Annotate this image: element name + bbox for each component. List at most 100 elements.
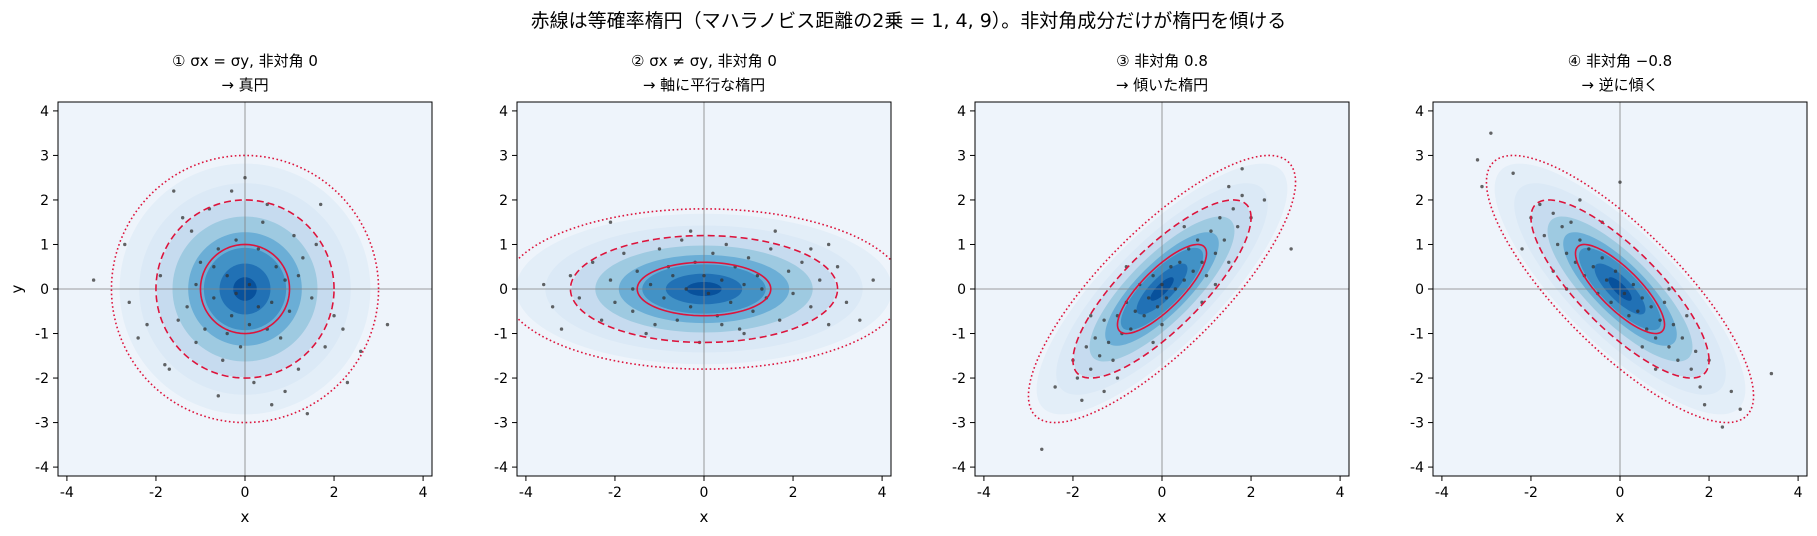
scatter-point — [234, 291, 238, 296]
scatter-point — [1564, 251, 1569, 256]
scatter-point — [1622, 291, 1627, 296]
scatter-point — [359, 349, 363, 354]
x-tick-label: -2 — [1524, 485, 1538, 501]
scatter-point — [599, 318, 604, 322]
scatter-point — [318, 202, 323, 207]
scatter-point — [657, 247, 662, 251]
x-tick-label: -4 — [60, 485, 74, 501]
scatter-point — [1693, 349, 1698, 354]
scatter-point — [296, 273, 301, 278]
scatter-point — [1520, 247, 1524, 251]
x-axis-label: x — [700, 508, 709, 526]
scatter-point — [684, 287, 688, 291]
scatter-point — [1560, 224, 1564, 229]
scatter-point — [809, 247, 813, 251]
scatter-point — [631, 309, 635, 313]
scatter-point — [1658, 318, 1662, 322]
scatter-point — [702, 273, 706, 278]
scatter-point — [1578, 238, 1582, 242]
scatter-point — [1111, 358, 1115, 362]
scatter-point — [1475, 158, 1480, 162]
subplot-title-line2: → 真円 — [221, 76, 268, 94]
scatter-point — [296, 367, 301, 371]
scatter-point — [1102, 318, 1106, 322]
scatter-point — [145, 322, 149, 327]
scatter-point — [1609, 300, 1613, 305]
scatter-point — [590, 260, 595, 264]
scatter-point — [1151, 273, 1155, 278]
scatter-point — [1702, 403, 1707, 407]
scatter-point — [1089, 367, 1093, 371]
subplot-3: -4 -2 0 2 4 -4 -3 -2 -1 0 1 2 3 4 x ③ 非対角 0.8 → 傾いた楕円 — [952, 52, 1350, 526]
y-tick-label: -3 — [35, 416, 49, 432]
scatter-point — [341, 327, 345, 331]
scatter-point — [1591, 265, 1595, 269]
subplot-title-line2: → 逆に傾く — [1581, 76, 1658, 94]
scatter-point — [559, 327, 564, 331]
scatter-point — [1129, 327, 1133, 331]
scatter-point — [1227, 260, 1231, 264]
contour-m2-1 — [199, 243, 291, 335]
scatter-point — [648, 282, 653, 287]
scatter-point — [252, 380, 256, 385]
scatter-point — [225, 273, 229, 278]
y-tick-label: -4 — [494, 460, 508, 476]
y-tick-label: -2 — [952, 371, 966, 387]
scatter-point — [1511, 171, 1515, 175]
y-tick-label: -1 — [952, 327, 966, 343]
subplot-title-line1: ④ 非対角 −0.8 — [1568, 52, 1672, 70]
scatter-point — [1187, 247, 1191, 251]
scatter-point — [777, 318, 782, 322]
scatter-point — [238, 345, 243, 349]
y-tick-label: -1 — [35, 327, 49, 343]
scatter-point — [1106, 340, 1111, 345]
y-tick-label: -1 — [1410, 327, 1424, 343]
scatter-point — [675, 318, 679, 322]
scatter-point — [577, 296, 582, 300]
scatter-point — [773, 229, 777, 233]
scatter-point — [1698, 385, 1702, 389]
scatter-point — [1218, 216, 1222, 220]
scatter-point — [542, 282, 546, 287]
scatter-point — [292, 233, 296, 238]
y-tick-label: 0 — [499, 282, 508, 298]
scatter-point — [189, 229, 194, 233]
y-tick-label: 3 — [957, 148, 966, 164]
scatter-point — [234, 238, 238, 242]
scatter-point — [1653, 336, 1658, 340]
x-tick-label: 4 — [1336, 485, 1345, 501]
scatter-point — [720, 322, 724, 327]
scatter-point — [1618, 180, 1622, 184]
scatter-point — [136, 336, 140, 340]
scatter-point — [203, 327, 207, 331]
scatter-point — [1182, 278, 1186, 282]
scatter-point — [746, 256, 751, 260]
scatter-point — [742, 282, 746, 287]
scatter-point — [123, 242, 127, 247]
scatter-point — [1240, 193, 1244, 198]
scatter-point — [212, 265, 216, 269]
y-tick-label: 3 — [1415, 148, 1424, 164]
subplots: -4 -2 0 2 4 -4 -3 -2 -1 0 1 2 3 4 x y ① σx = σy, 非対角 0 → … — [8, 52, 1808, 526]
figure-suptitle: 赤線は等確率楕円（マハラノビス距離の2乗 = 1, 4, 9）。非対角成分だけが… — [530, 10, 1287, 32]
scatter-point — [1089, 314, 1093, 318]
subplot-2: -4 -2 0 2 4 -4 -3 -2 -1 0 1 2 3 4 x ② σx ≠ σy, 非対角 0 → 軸… — [494, 52, 892, 526]
scatter-point — [786, 269, 791, 273]
scatter-point — [256, 305, 261, 309]
scatter-point — [706, 291, 711, 296]
x-tick-label: -2 — [608, 485, 622, 501]
scatter-point — [755, 273, 760, 278]
contour-m2-4 — [1072, 199, 1252, 379]
y-tick-label: -3 — [952, 416, 966, 432]
scatter-point — [1178, 260, 1182, 264]
scatter-point — [1200, 260, 1204, 264]
scatter-point — [724, 242, 728, 247]
scatter-point — [247, 282, 252, 287]
scatter-point — [1640, 296, 1644, 300]
scatter-point — [163, 362, 167, 367]
scatter-point — [225, 331, 229, 336]
scatter-point — [1213, 251, 1218, 256]
y-tick-label: -1 — [494, 327, 508, 343]
scatter-point — [791, 291, 795, 296]
y-tick-label: 0 — [1415, 282, 1424, 298]
